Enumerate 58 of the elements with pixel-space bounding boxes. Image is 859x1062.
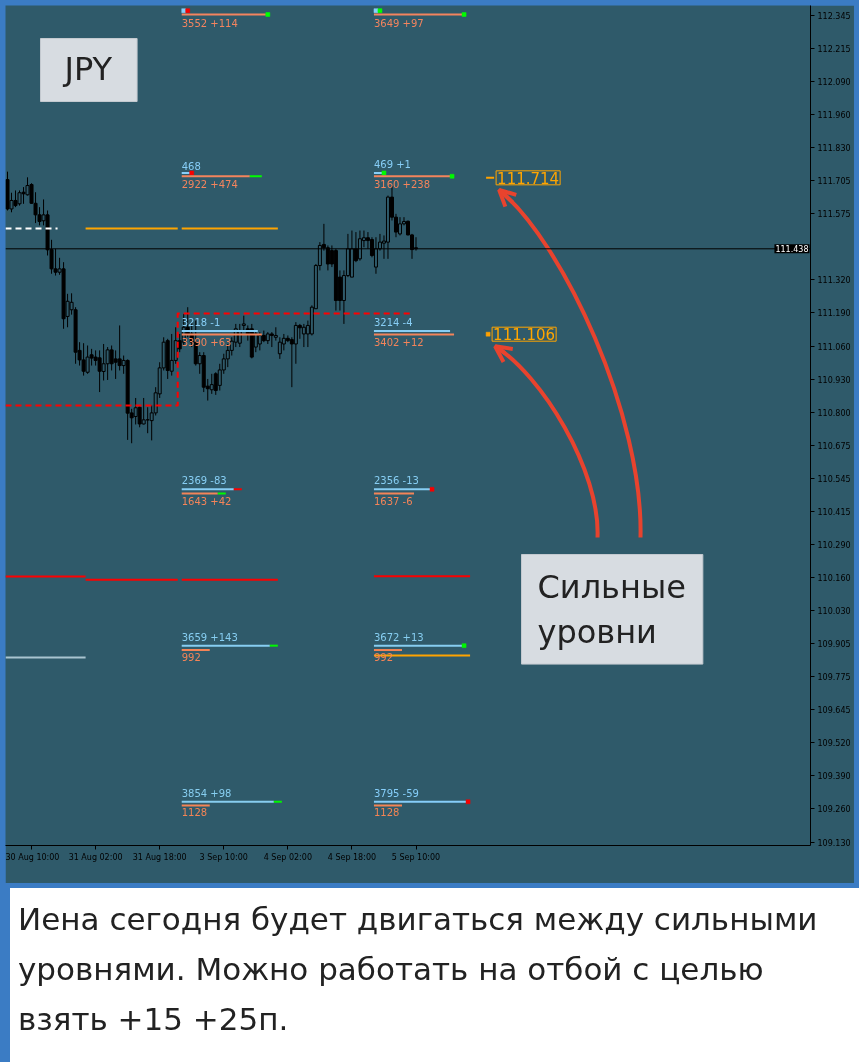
y-tick-label: 109.130 <box>817 838 851 848</box>
y-tick-label: 110.930 <box>817 375 851 385</box>
series-label: 3854 +98 <box>181 787 232 799</box>
annotation: 111.714 <box>497 169 560 188</box>
x-tick-label: 30 Aug 10:00 <box>5 852 60 862</box>
y-tick-label: 111.320 <box>817 275 851 285</box>
series-label: 2369 -83 <box>181 475 227 487</box>
y-tick-label: 109.520 <box>817 738 851 748</box>
x-tick-label: 3 Sep 10:00 <box>199 852 248 862</box>
y-tick-label: 109.390 <box>817 772 851 782</box>
y-tick-label: 109.905 <box>817 639 851 649</box>
y-tick-label: 109.260 <box>817 805 851 815</box>
series-label: 3672 +13 <box>373 631 424 643</box>
y-tick-label: 111.060 <box>817 342 851 352</box>
series-label: 3795 -59 <box>373 787 419 799</box>
y-tick-label: 111.575 <box>817 210 851 220</box>
x-tick-label: 31 Aug 18:00 <box>132 852 187 862</box>
series-label: 3214 -4 <box>373 317 413 329</box>
y-tick-label: 111.960 <box>817 111 851 121</box>
x-tick-label: 4 Sep 18:00 <box>327 852 377 862</box>
ref-line-label: 111.438 <box>775 245 809 255</box>
x-tick-label: 31 Aug 02:00 <box>68 852 123 862</box>
x-tick-label: 5 Sep 10:00 <box>391 852 441 862</box>
series-label: 1128 <box>181 807 208 819</box>
y-tick-label: 109.775 <box>817 673 851 683</box>
series-label: 1643 +42 <box>181 496 232 508</box>
y-tick-label: 110.675 <box>817 441 851 451</box>
text: JPY <box>62 49 113 88</box>
series-label: 992 <box>181 652 201 664</box>
series-label: 468 <box>181 160 201 172</box>
series-label: 3160 +238 <box>373 179 431 191</box>
y-tick-label: 110.800 <box>817 409 851 419</box>
y-tick-label: 109.645 <box>817 706 851 716</box>
y-tick-label: 110.545 <box>817 474 851 484</box>
y-tick-label: 112.215 <box>817 45 851 55</box>
y-tick-label: 111.190 <box>817 309 851 319</box>
annotation: Сильные уровни <box>537 567 686 652</box>
y-tick-label: 110.160 <box>817 574 851 583</box>
series-label: 3390 +63 <box>181 337 232 349</box>
y-tick-label: 110.415 <box>817 508 851 518</box>
y-tick-label: 112.090 <box>817 77 851 87</box>
series-label: 2356 -13 <box>373 475 419 487</box>
y-tick-label: 110.290 <box>817 540 851 550</box>
y-tick-label: 111.830 <box>817 144 851 154</box>
y-tick-label: 112.345 <box>817 12 851 22</box>
series-label: 3649 +97 <box>373 17 424 29</box>
series-label: 3552 +114 <box>181 17 238 29</box>
y-tick-label: 110.030 <box>817 607 851 617</box>
series-label: 3659 +143 <box>181 631 238 643</box>
y-tick-label: 111.705 <box>817 176 851 186</box>
annotation: 111.106 <box>493 326 556 345</box>
series-label: 2922 +474 <box>181 179 238 191</box>
x-tick-label: 4 Sep 02:00 <box>263 852 313 862</box>
series-label: 3402 +12 <box>373 337 424 349</box>
text: Иена сегодня будет двигаться между сильными уровнями. Можно работать на отбой с целью взять +15 +25п. <box>17 900 819 1039</box>
series-label: 1128 <box>373 807 400 819</box>
series-label: 469 +1 <box>373 158 411 170</box>
series-label: 1637 -6 <box>373 496 413 508</box>
